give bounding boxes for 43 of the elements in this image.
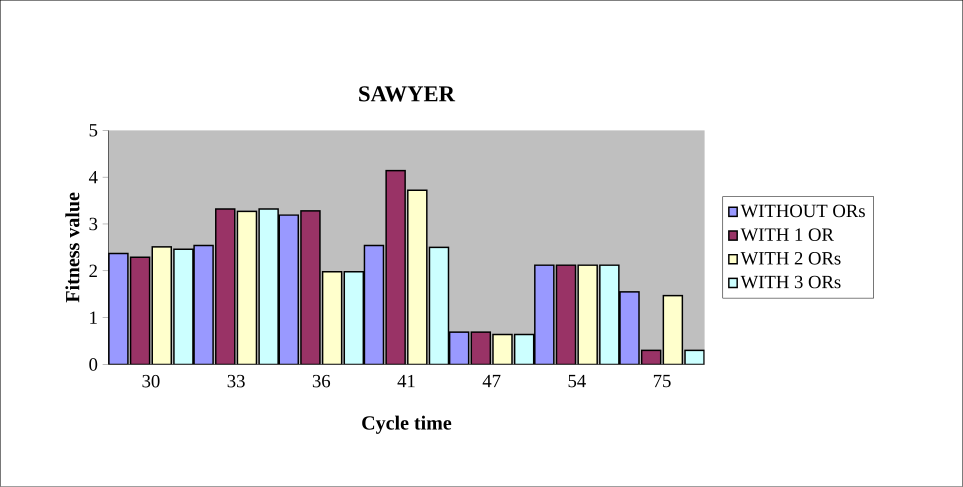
legend-label: WITH 2 ORs — [740, 252, 841, 265]
y-tick-label: 2 — [89, 264, 97, 278]
bar — [364, 244, 384, 365]
bar — [236, 210, 258, 365]
bar — [278, 214, 300, 365]
bar — [344, 271, 364, 365]
bar — [428, 246, 450, 365]
x-tick-label: 36 — [312, 374, 330, 388]
y-tick-label: 1 — [90, 312, 97, 324]
bar — [300, 210, 321, 365]
bar — [152, 246, 172, 365]
bar — [108, 252, 129, 365]
y-tick-label: 5 — [90, 124, 98, 137]
x-axis-title: Cycle time — [362, 416, 452, 434]
bar — [130, 256, 150, 365]
x-tick-label: 41 — [397, 374, 415, 388]
bar — [322, 271, 342, 365]
bar — [599, 264, 620, 365]
x-tick-label: 75 — [654, 374, 671, 388]
legend-label: WITHOUT ORs — [740, 204, 865, 218]
y-tick-label: 4 — [88, 171, 98, 184]
x-tick-label: 30 — [142, 374, 160, 388]
y-tick-label: 0 — [89, 358, 98, 371]
bar — [534, 264, 555, 365]
bar — [173, 248, 194, 365]
y-tick-label: 3 — [89, 218, 98, 230]
bar — [407, 190, 428, 365]
bar — [492, 334, 513, 365]
x-tick-label: 47 — [482, 374, 500, 388]
bar — [385, 170, 406, 365]
legend-label: WITH 3 ORs — [740, 276, 841, 289]
chart-title: SAWYER — [359, 86, 456, 102]
x-tick-label: 54 — [568, 374, 586, 388]
bar — [215, 208, 236, 365]
legend-label: WITH 1 OR — [740, 228, 834, 242]
bar — [556, 264, 576, 365]
bar — [662, 294, 684, 365]
bar — [193, 244, 214, 365]
x-tick-label: 33 — [228, 374, 245, 388]
bar — [258, 208, 279, 365]
bar — [577, 264, 598, 365]
y-axis-title: Fitness value — [65, 192, 80, 302]
bar — [619, 291, 640, 365]
